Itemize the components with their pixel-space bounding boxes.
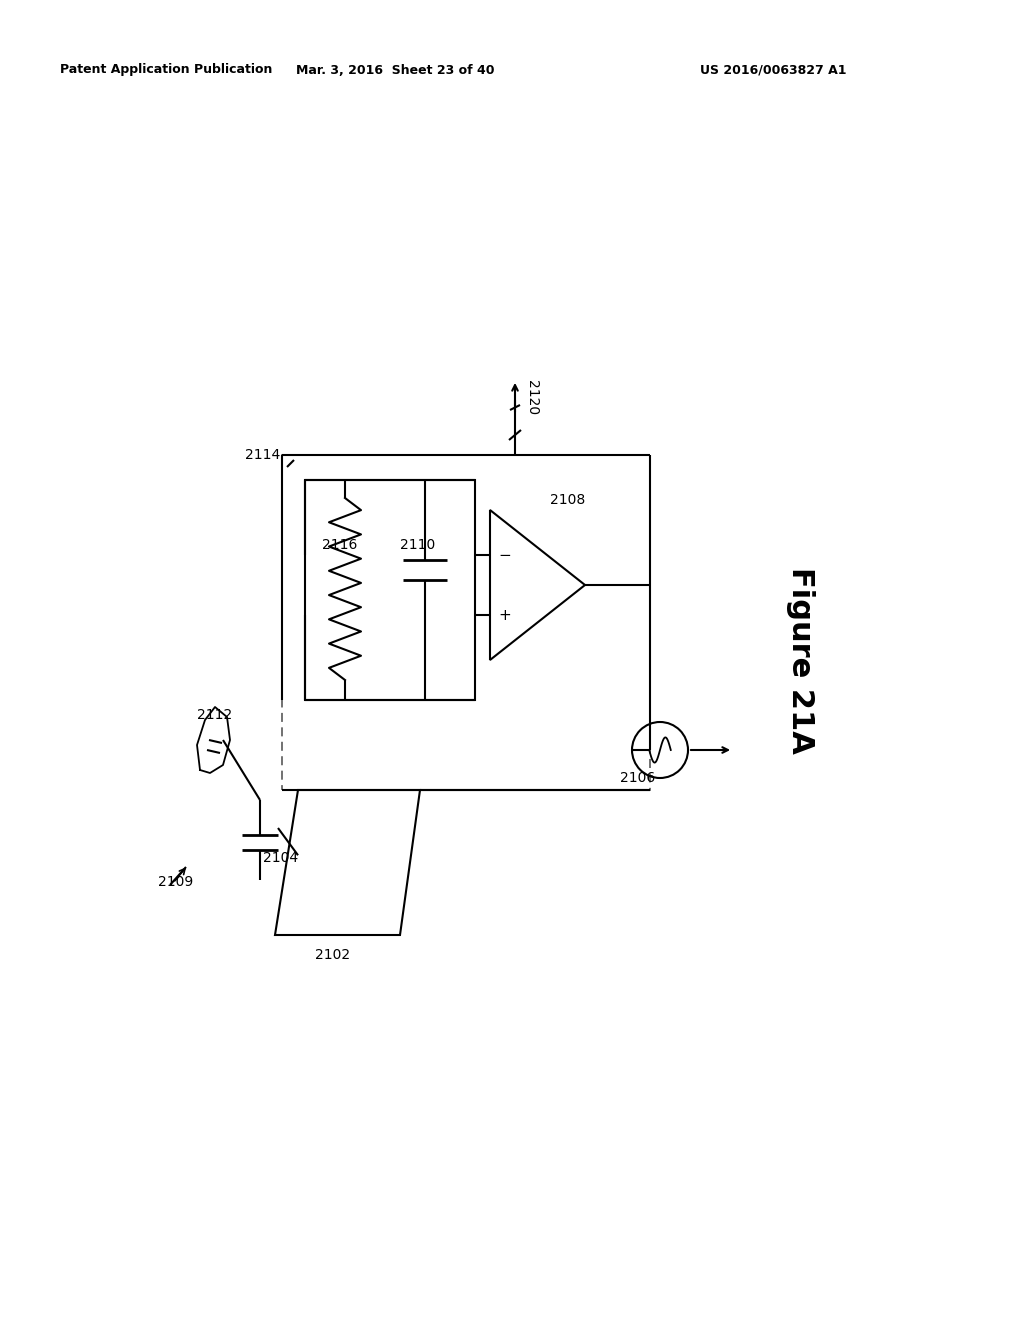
Text: 2110: 2110 xyxy=(400,539,435,552)
Text: Patent Application Publication: Patent Application Publication xyxy=(60,63,272,77)
Text: +: + xyxy=(499,607,511,623)
Text: 2108: 2108 xyxy=(550,492,586,507)
Text: 2112: 2112 xyxy=(197,708,232,722)
Text: 2106: 2106 xyxy=(620,771,655,785)
Text: −: − xyxy=(499,548,511,562)
Bar xyxy=(282,455,650,789)
Text: 2114: 2114 xyxy=(245,447,281,462)
Text: 2109: 2109 xyxy=(158,875,194,888)
Text: Figure 21A: Figure 21A xyxy=(785,566,814,754)
Text: Mar. 3, 2016  Sheet 23 of 40: Mar. 3, 2016 Sheet 23 of 40 xyxy=(296,63,495,77)
Text: US 2016/0063827 A1: US 2016/0063827 A1 xyxy=(700,63,847,77)
Text: 2104: 2104 xyxy=(263,851,298,865)
Text: 2120: 2120 xyxy=(525,380,539,416)
Text: 2116: 2116 xyxy=(322,539,357,552)
Bar xyxy=(305,480,475,700)
Text: 2102: 2102 xyxy=(315,948,350,962)
